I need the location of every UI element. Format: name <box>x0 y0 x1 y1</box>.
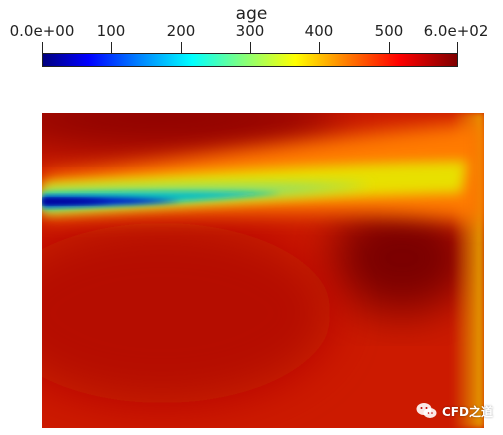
tick-label-400: 400 <box>304 22 334 40</box>
colorbar-ticks <box>42 42 458 53</box>
age-contour-field <box>42 113 484 428</box>
tick-mark <box>42 42 43 53</box>
legend-title: age <box>235 4 268 24</box>
tick-label-100: 100 <box>96 22 126 40</box>
tick-mark <box>457 42 458 53</box>
watermark-text: CFD之道 <box>442 404 493 419</box>
tick-mark <box>111 42 112 53</box>
colorbar <box>42 53 458 67</box>
tick-mark <box>319 42 320 53</box>
watermark: CFD之道 <box>416 402 493 420</box>
tick-mark <box>389 42 390 53</box>
dark-region-top <box>42 113 342 149</box>
tick-label-600: 6.0e+02 <box>423 22 489 40</box>
tick-mark <box>181 42 182 53</box>
wechat-logo-icon <box>416 403 437 418</box>
navy-jet-core <box>42 199 112 204</box>
dark-region-left-mid <box>42 223 332 403</box>
tick-label-200: 200 <box>166 22 196 40</box>
tick-mark <box>250 42 251 53</box>
blue-jet-core <box>42 197 182 206</box>
colorbar-tick-labels: 0.0e+00 100 200 300 400 500 6.0e+02 <box>0 22 503 42</box>
tick-label-0: 0.0e+00 <box>9 22 75 40</box>
tick-label-500: 500 <box>374 22 404 40</box>
tick-label-300: 300 <box>235 22 265 40</box>
dark-region-bottom-right <box>332 203 472 313</box>
